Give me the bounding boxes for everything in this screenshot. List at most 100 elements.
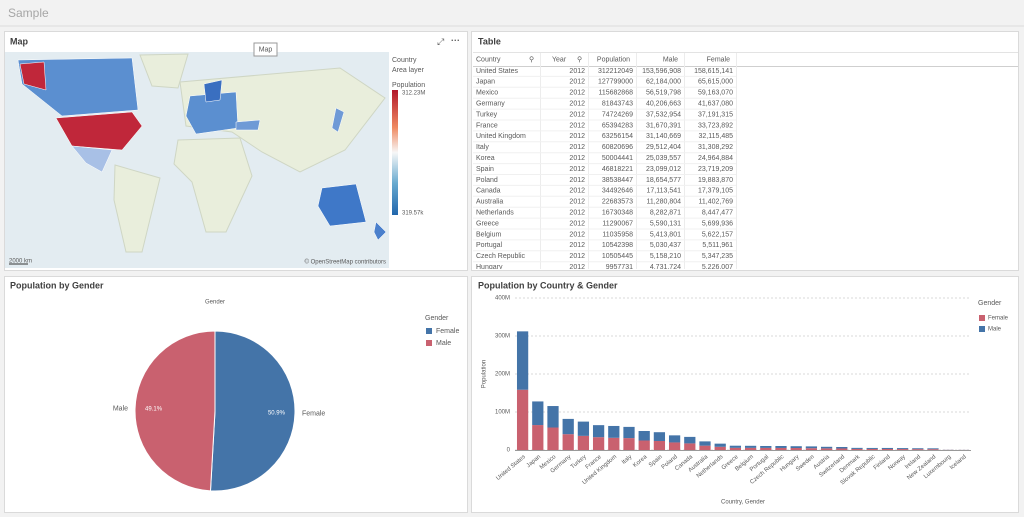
country-area[interactable] [71,145,113,173]
bar-segment[interactable] [912,449,924,450]
bar-segment[interactable] [866,448,878,450]
menu-icon[interactable]: ··· [451,35,460,45]
bar-segment[interactable] [760,445,772,448]
table-cell: Turkey [476,111,498,118]
legend-label[interactable]: Male [436,340,451,347]
bar-segment[interactable] [805,448,818,450]
table-cell: 65394283 [602,122,633,129]
color-scale [392,90,398,215]
search-icon[interactable]: ⚲ [529,55,534,63]
bar-segment[interactable] [729,445,742,448]
column-header[interactable]: Country [476,56,501,63]
bar-segment[interactable] [790,448,802,450]
bar-segment[interactable] [532,401,544,426]
country-area[interactable] [55,111,143,151]
bar-segment[interactable] [775,447,787,450]
table-cell: 2012 [569,242,585,249]
bar-segment[interactable] [516,389,529,450]
bar-segment[interactable] [851,448,863,450]
bar-segment[interactable] [638,440,650,450]
bar-segment[interactable] [577,435,590,450]
bar-segment[interactable] [881,447,894,449]
bar-segment[interactable] [653,440,666,450]
bar-segment[interactable] [744,445,757,448]
table-cell: Greece [476,220,499,227]
country-area[interactable] [185,91,239,135]
bar-segment[interactable] [805,446,818,449]
bar-segment[interactable] [668,442,681,450]
table-cell: 2012 [569,231,585,238]
bar-segment[interactable] [820,446,833,449]
bar-segment[interactable] [638,430,650,441]
pie-slice[interactable] [209,330,296,492]
bar-segment[interactable] [714,443,726,447]
expand-icon[interactable]: ⤢ [436,36,444,46]
bar-segment[interactable] [896,449,909,450]
bar-segment[interactable] [820,448,833,450]
bar-segment[interactable] [516,331,529,390]
bar-segment[interactable] [684,436,696,444]
table-cell: 2012 [569,111,585,118]
legend-title: Gender [978,300,1002,307]
country-area[interactable] [331,107,345,133]
table-panel [471,31,1019,271]
bar-segment[interactable] [927,448,939,450]
legend-label[interactable]: Female [436,328,459,335]
legend-label[interactable]: Female [988,316,1009,322]
bar-segment[interactable] [714,446,726,450]
bar-segment[interactable] [866,447,878,449]
bar-segment[interactable] [699,441,711,446]
bar-segment[interactable] [775,446,787,448]
country-area[interactable] [203,79,223,103]
column-header[interactable]: Female [707,56,730,63]
bar-segment[interactable] [623,426,635,439]
bar-segment[interactable] [790,446,802,449]
legend-measure: Population [392,82,425,89]
bar-segment[interactable] [653,432,666,441]
bar-segment[interactable] [577,421,590,436]
bar-segment[interactable] [532,425,544,450]
bar-segment[interactable] [699,445,711,450]
column-header[interactable]: Year [552,56,567,63]
bar-segment[interactable] [927,449,939,450]
country-area[interactable] [235,119,261,131]
bar-segment[interactable] [592,437,605,450]
bar-segment[interactable] [547,427,559,450]
legend-swatch [979,326,985,332]
table-cell: Belgium [476,231,501,238]
bar-segment[interactable] [592,425,605,438]
bar-segment[interactable] [608,425,620,438]
bar-segment[interactable] [896,448,909,450]
table-cell: 2012 [569,264,585,271]
bar-segment[interactable] [760,447,772,450]
pie-slice[interactable] [134,330,216,492]
column-header[interactable]: Population [597,56,630,63]
bar-segment[interactable] [744,447,757,450]
bar-segment[interactable] [562,418,574,435]
legend-label[interactable]: Male [988,327,1002,333]
bar-segment[interactable] [562,434,574,450]
table-cell: 11,402,769 [698,199,733,206]
table-cell: Poland [476,177,498,184]
bar-segment[interactable] [912,448,924,450]
bar-segment[interactable] [881,448,894,450]
country-area[interactable] [19,61,47,91]
search-icon[interactable]: ⚲ [577,55,582,63]
table-title: Table [478,36,501,46]
bar-segment[interactable] [668,435,681,443]
bar-segment[interactable] [608,437,620,450]
country-area[interactable] [373,221,387,241]
bar-segment[interactable] [836,446,848,449]
bar-segment[interactable] [836,448,848,450]
table-cell: 127799000 [598,79,633,86]
column-header[interactable]: Male [663,56,678,63]
bar-segment[interactable] [684,443,696,450]
bar-segment[interactable] [623,438,635,450]
country-area[interactable] [317,183,367,227]
bar-segment[interactable] [729,447,742,450]
bar-segment[interactable] [851,447,863,449]
bar-segment[interactable] [547,406,559,428]
legend-dimension: Country [392,57,417,64]
map-canvas[interactable] [5,52,389,268]
country-area[interactable] [17,57,139,117]
